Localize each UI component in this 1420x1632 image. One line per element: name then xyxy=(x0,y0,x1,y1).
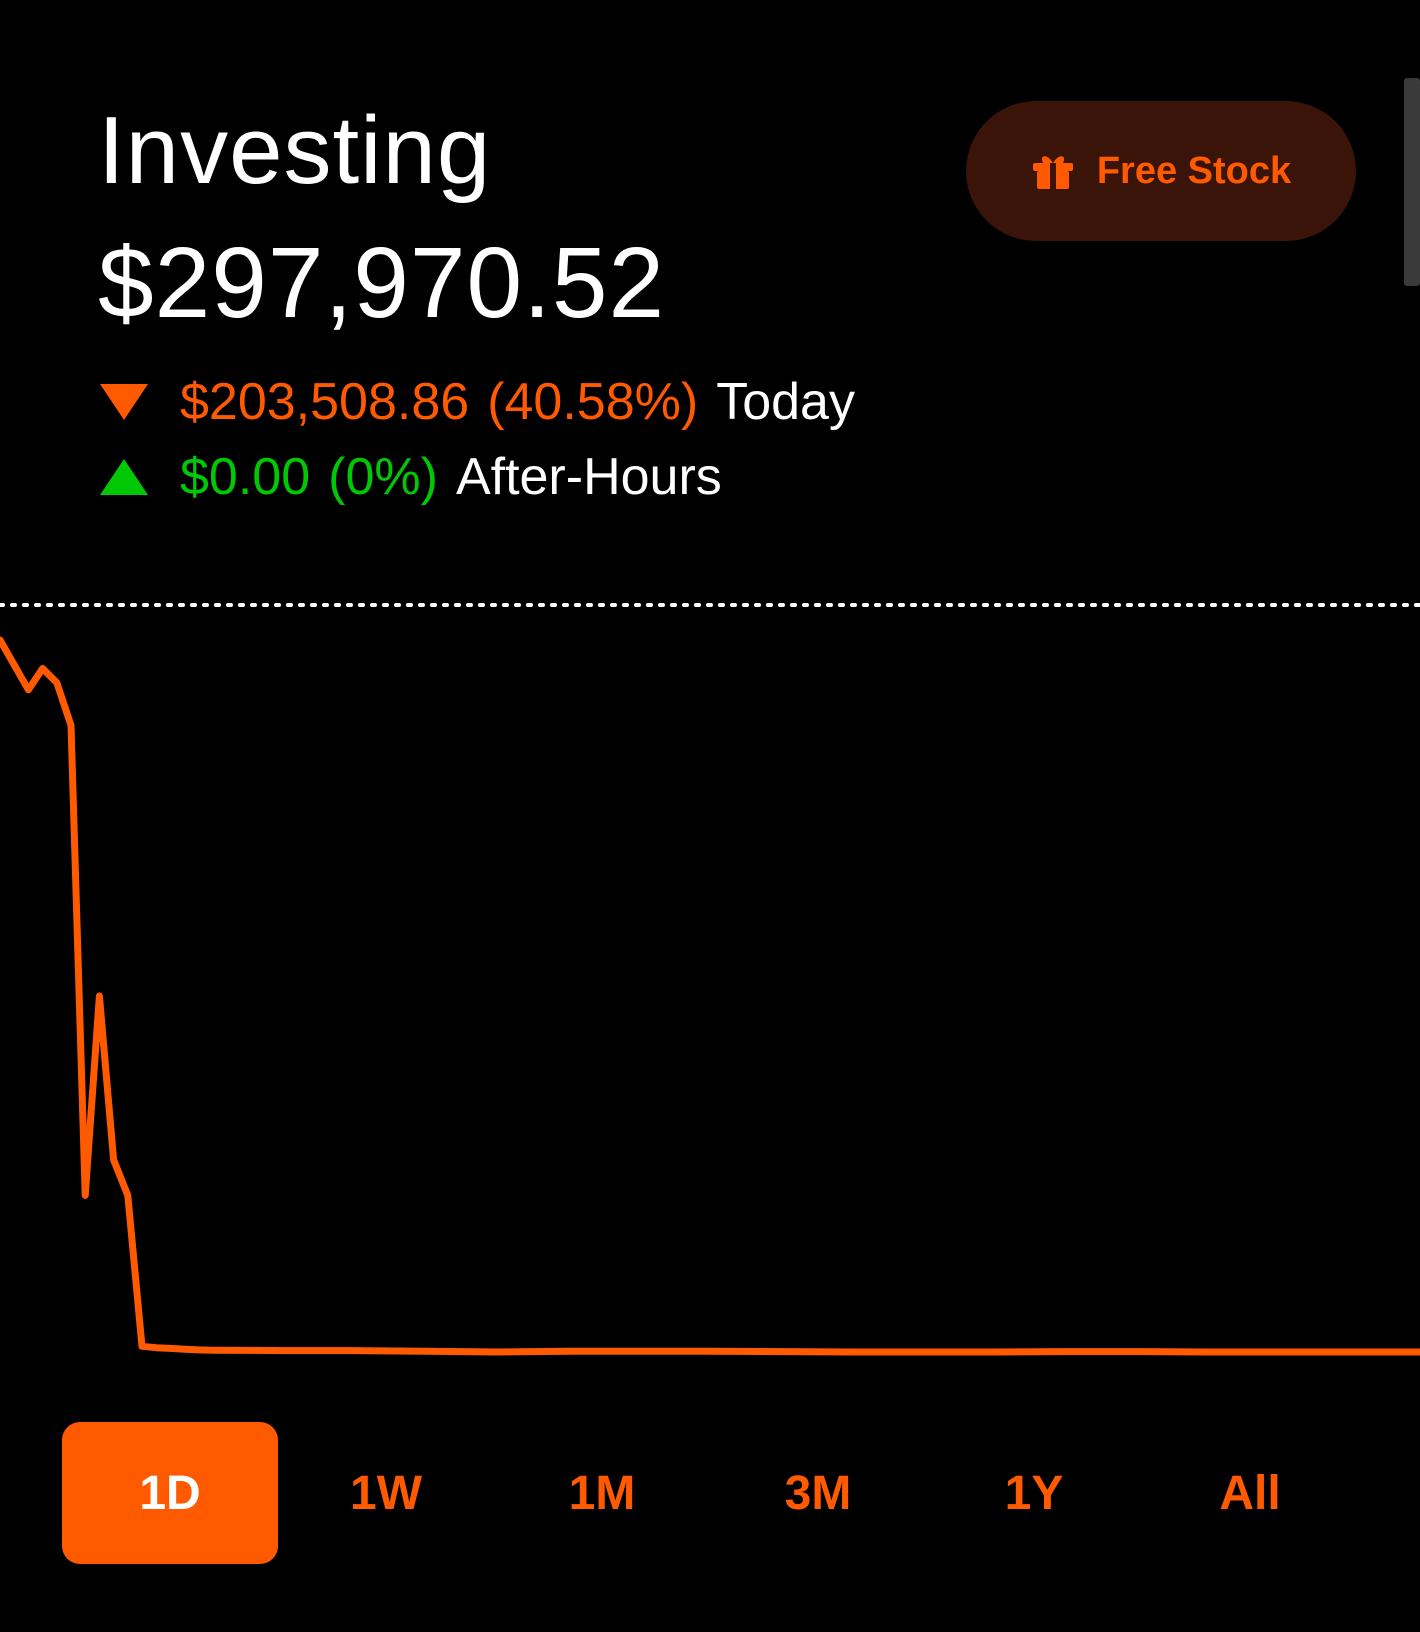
range-button-1d[interactable]: 1D xyxy=(62,1422,278,1564)
free-stock-button[interactable]: Free Stock xyxy=(966,101,1356,241)
after-hours-label: After-Hours xyxy=(455,448,722,506)
range-button-1w[interactable]: 1W xyxy=(350,1466,422,1520)
portfolio-line xyxy=(0,636,1420,1356)
up-triangle-icon xyxy=(100,459,148,495)
range-button-1y[interactable]: 1Y xyxy=(1004,1466,1064,1520)
range-button-3m[interactable]: 3M xyxy=(784,1466,852,1520)
after-hours-percent: (0%) xyxy=(328,448,438,506)
portfolio-chart[interactable] xyxy=(0,590,1420,1380)
gift-icon xyxy=(1032,156,1073,189)
today-change-amount: $203,508.86 xyxy=(180,373,470,431)
free-stock-label: Free Stock xyxy=(1096,149,1292,192)
range-button-1m[interactable]: 1M xyxy=(568,1466,636,1520)
after-hours-change: $0.00 (0%) After-Hours xyxy=(100,447,722,507)
portfolio-value: $297,970.52 xyxy=(98,227,666,339)
range-selector: 1D 1W 1M 3M 1Y All xyxy=(62,1422,1362,1564)
down-triangle-icon xyxy=(100,384,148,420)
today-change: $203,508.86 (40.58%) Today xyxy=(100,372,855,432)
today-change-percent: (40.58%) xyxy=(487,373,699,431)
after-hours-amount: $0.00 xyxy=(180,448,311,506)
page-title: Investing xyxy=(98,97,492,204)
today-change-label: Today xyxy=(716,373,855,431)
range-button-all[interactable]: All xyxy=(1219,1466,1281,1520)
scrollbar[interactable] xyxy=(1404,78,1420,286)
